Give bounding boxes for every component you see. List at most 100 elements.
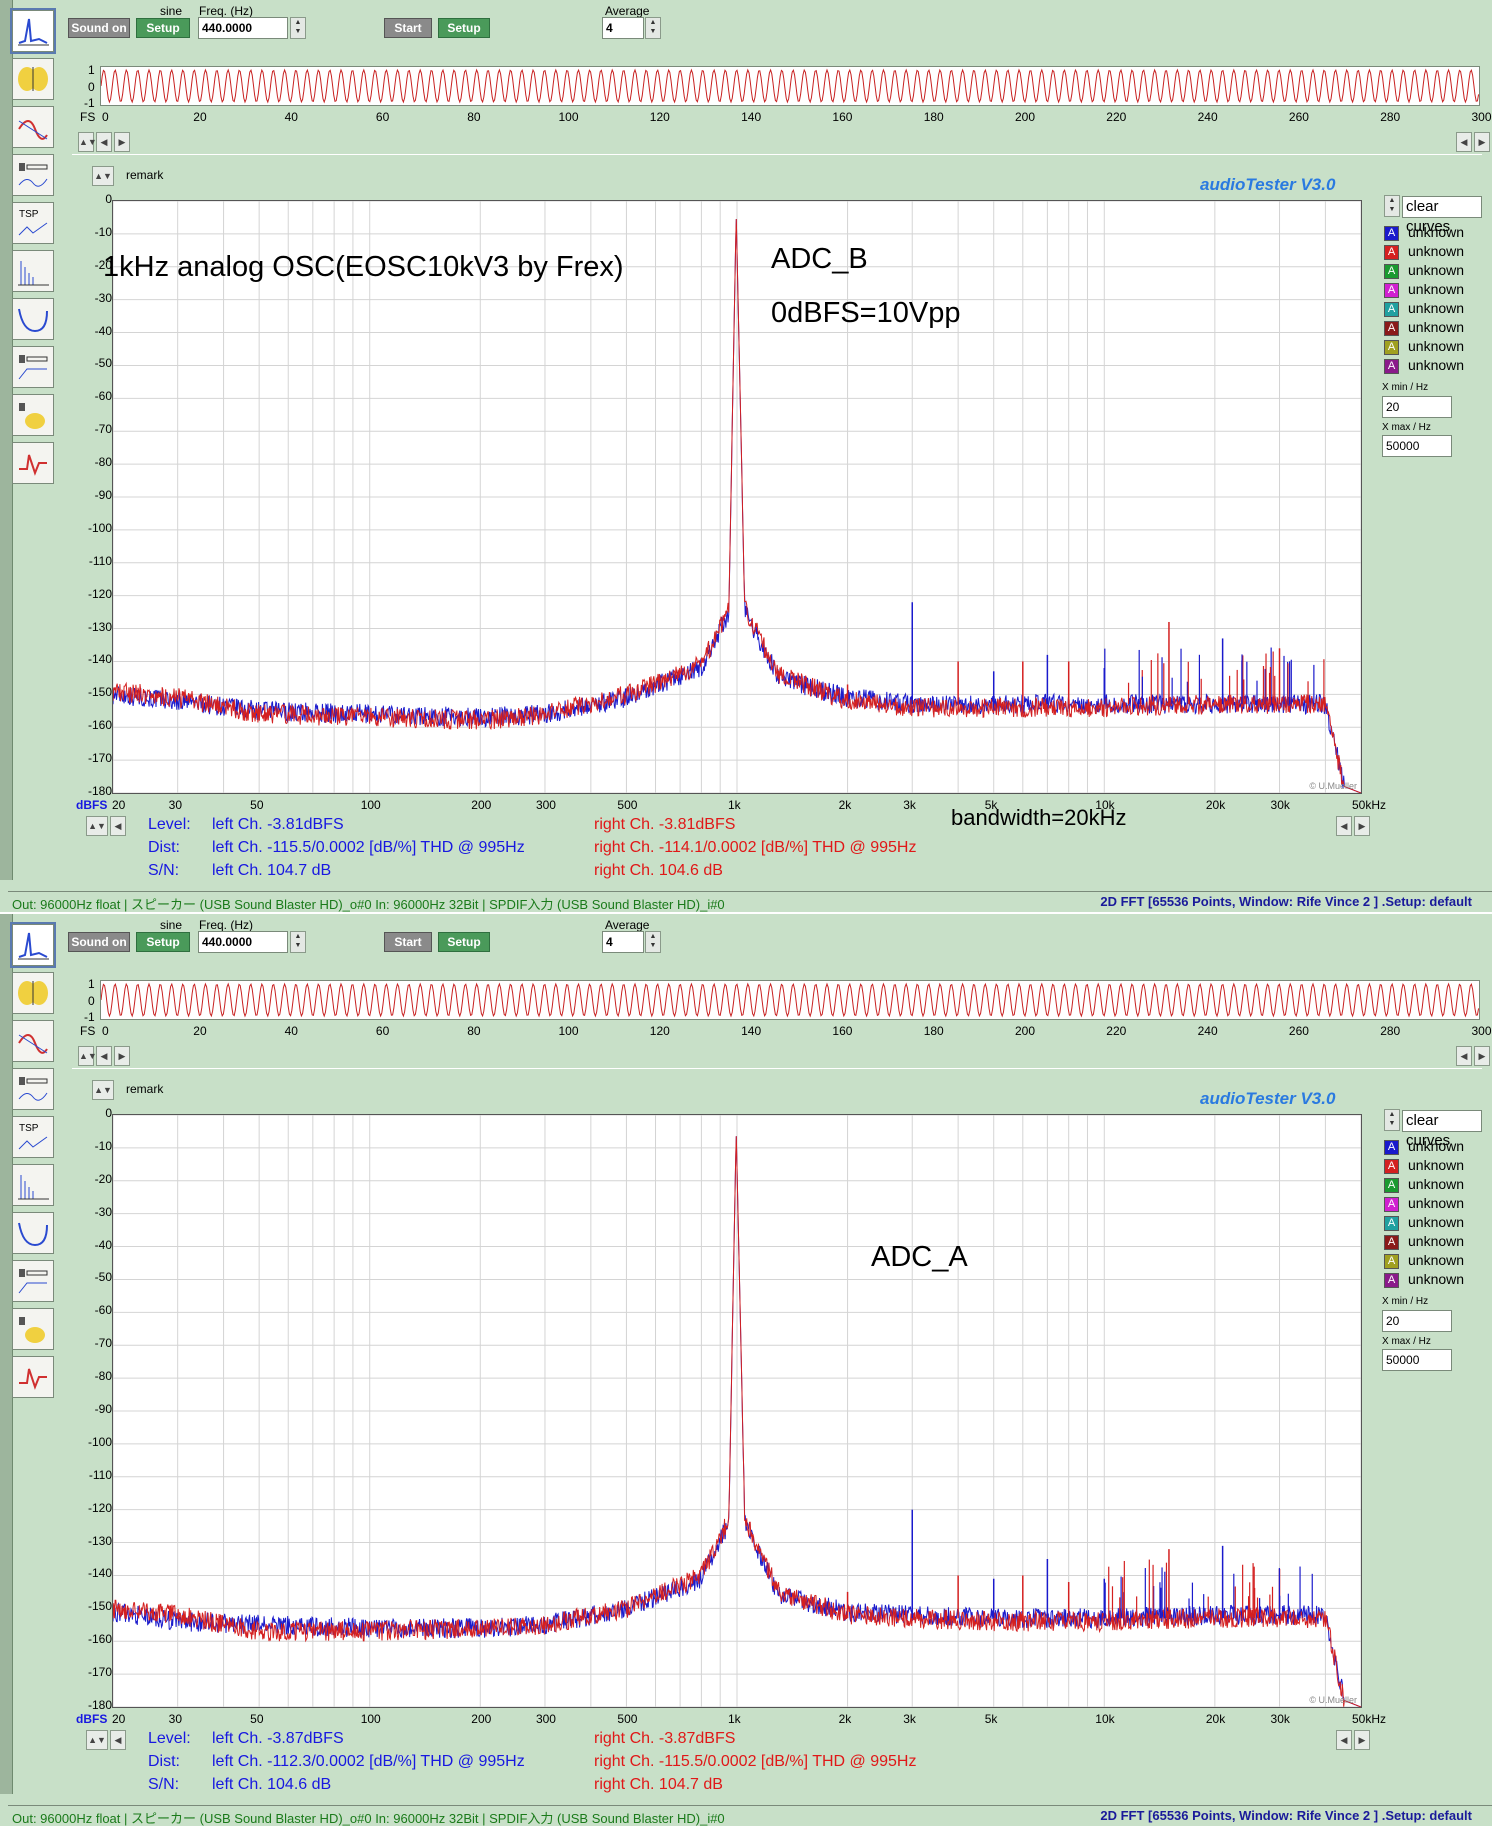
osc-page-left-button[interactable]: ◀: [1456, 1046, 1472, 1066]
measure-right-left-button[interactable]: ◀: [1336, 816, 1352, 836]
frequency-response-icon[interactable]: [12, 1020, 54, 1062]
generator-setup-button[interactable]: Setup: [136, 932, 190, 952]
xmax-input[interactable]: 50000: [1382, 1349, 1452, 1371]
waterfall-icon[interactable]: [12, 250, 54, 292]
average-input[interactable]: 4: [602, 17, 644, 39]
step-response-icon[interactable]: [12, 442, 54, 484]
xmin-input[interactable]: 20: [1382, 396, 1452, 418]
freq-input[interactable]: 440.0000: [198, 931, 288, 953]
clear-curves-button[interactable]: clear curves: [1402, 196, 1482, 235]
curve-color-swatch[interactable]: A: [1384, 245, 1399, 260]
generator-setup-button[interactable]: Setup: [136, 18, 190, 38]
start-button[interactable]: Start: [384, 932, 432, 952]
osc-page-right-button[interactable]: ▶: [1474, 132, 1490, 152]
freq-input[interactable]: 440.0000: [198, 17, 288, 39]
measure-spinner[interactable]: ▲▼: [86, 1730, 108, 1750]
step-response-icon[interactable]: [12, 1356, 54, 1398]
curve-color-swatch[interactable]: A: [1384, 1159, 1399, 1174]
curve-color-swatch[interactable]: A: [1384, 264, 1399, 279]
osc-xtick: 280: [1380, 110, 1401, 124]
osc-zoom-spinner[interactable]: ▲▼: [78, 1046, 97, 1066]
curve-color-swatch[interactable]: A: [1384, 1178, 1399, 1193]
sound-on-button[interactable]: Sound on: [68, 18, 130, 38]
curve-color-swatch[interactable]: A: [1384, 1254, 1399, 1269]
curve-color-swatch[interactable]: A: [1384, 1140, 1399, 1155]
y-tick-label: -140: [87, 1566, 112, 1581]
measure-right-right-button[interactable]: ▶: [1354, 816, 1370, 836]
measure-left-button[interactable]: ◀: [110, 816, 126, 836]
curves-spinner[interactable]: ▲ ▼: [1384, 195, 1400, 217]
freq-spinner[interactable]: ▲ ▼: [290, 931, 306, 953]
curve-color-swatch[interactable]: A: [1384, 321, 1399, 336]
curve-color-swatch[interactable]: A: [1384, 1235, 1399, 1250]
sound-on-button[interactable]: Sound on: [68, 932, 130, 952]
butterfly-icon[interactable]: [12, 972, 54, 1014]
osc-scroll-left-button[interactable]: ◀: [96, 132, 112, 152]
fft-tool-icon[interactable]: [10, 8, 56, 54]
butterfly-icon[interactable]: [12, 58, 54, 100]
tsp-icon[interactable]: TSP: [12, 202, 54, 244]
osc-scroll-left-button[interactable]: ◀: [96, 1046, 112, 1066]
measure-right-right-button[interactable]: ▶: [1354, 1730, 1370, 1750]
curve-color-swatch[interactable]: A: [1384, 283, 1399, 298]
osc-zoom-spinner[interactable]: ▲▼: [78, 132, 97, 152]
butterfly-multi-icon[interactable]: [12, 394, 54, 436]
osc-page-right-button[interactable]: ▶: [1474, 1046, 1490, 1066]
clear-curves-button[interactable]: clear curves: [1402, 1110, 1482, 1149]
osc-scroll-right-button[interactable]: ▶: [114, 1046, 130, 1066]
average-spinner[interactable]: ▲ ▼: [645, 17, 661, 39]
curve-color-swatch[interactable]: A: [1384, 1197, 1399, 1212]
svg-text:TSP: TSP: [19, 1123, 39, 1134]
tsp-icon[interactable]: TSP: [12, 1116, 54, 1158]
freq-spinner[interactable]: ▲ ▼: [290, 17, 306, 39]
speaker-impedance-icon[interactable]: [12, 154, 54, 196]
average-input[interactable]: 4: [602, 931, 644, 953]
xmax-input[interactable]: 50000: [1382, 435, 1452, 457]
remark-spinner[interactable]: ▲▼: [92, 166, 114, 186]
curve-color-swatch[interactable]: A: [1384, 1273, 1399, 1288]
analyzer-setup-button[interactable]: Setup: [438, 18, 490, 38]
curve-color-swatch[interactable]: A: [1384, 226, 1399, 241]
start-button[interactable]: Start: [384, 18, 432, 38]
waterfall-icon[interactable]: [12, 1164, 54, 1206]
analyzer-setup-button[interactable]: Setup: [438, 932, 490, 952]
average-spinner[interactable]: ▲ ▼: [645, 931, 661, 953]
xmin-label: X min / Hz: [1382, 382, 1429, 393]
curve-color-swatch[interactable]: A: [1384, 359, 1399, 374]
measure-left-button[interactable]: ◀: [110, 1730, 126, 1750]
osc-scroll-right-button[interactable]: ▶: [114, 132, 130, 152]
curves-spinner[interactable]: ▲ ▼: [1384, 1109, 1400, 1131]
curve-color-swatch[interactable]: A: [1384, 302, 1399, 317]
remark-spinner[interactable]: ▲▼: [92, 1080, 114, 1100]
speaker-measure-icon[interactable]: [12, 1260, 54, 1302]
thd-sweep-icon[interactable]: [12, 298, 54, 340]
xmin-input[interactable]: 20: [1382, 1310, 1452, 1332]
curve-color-swatch[interactable]: A: [1384, 1216, 1399, 1231]
fft-tool-icon[interactable]: [10, 922, 56, 968]
osc-page-left-button[interactable]: ◀: [1456, 132, 1472, 152]
curve-color-swatch[interactable]: A: [1384, 340, 1399, 355]
frequency-response-icon[interactable]: [12, 106, 54, 148]
measure-spinner[interactable]: ▲▼: [86, 816, 108, 836]
speaker-measure-icon[interactable]: [12, 346, 54, 388]
speaker-impedance-icon[interactable]: [12, 1068, 54, 1110]
measure-right-left-button[interactable]: ◀: [1336, 1730, 1352, 1750]
thd-sweep-icon[interactable]: [12, 1212, 54, 1254]
butterfly-multi-icon[interactable]: [12, 1308, 54, 1350]
